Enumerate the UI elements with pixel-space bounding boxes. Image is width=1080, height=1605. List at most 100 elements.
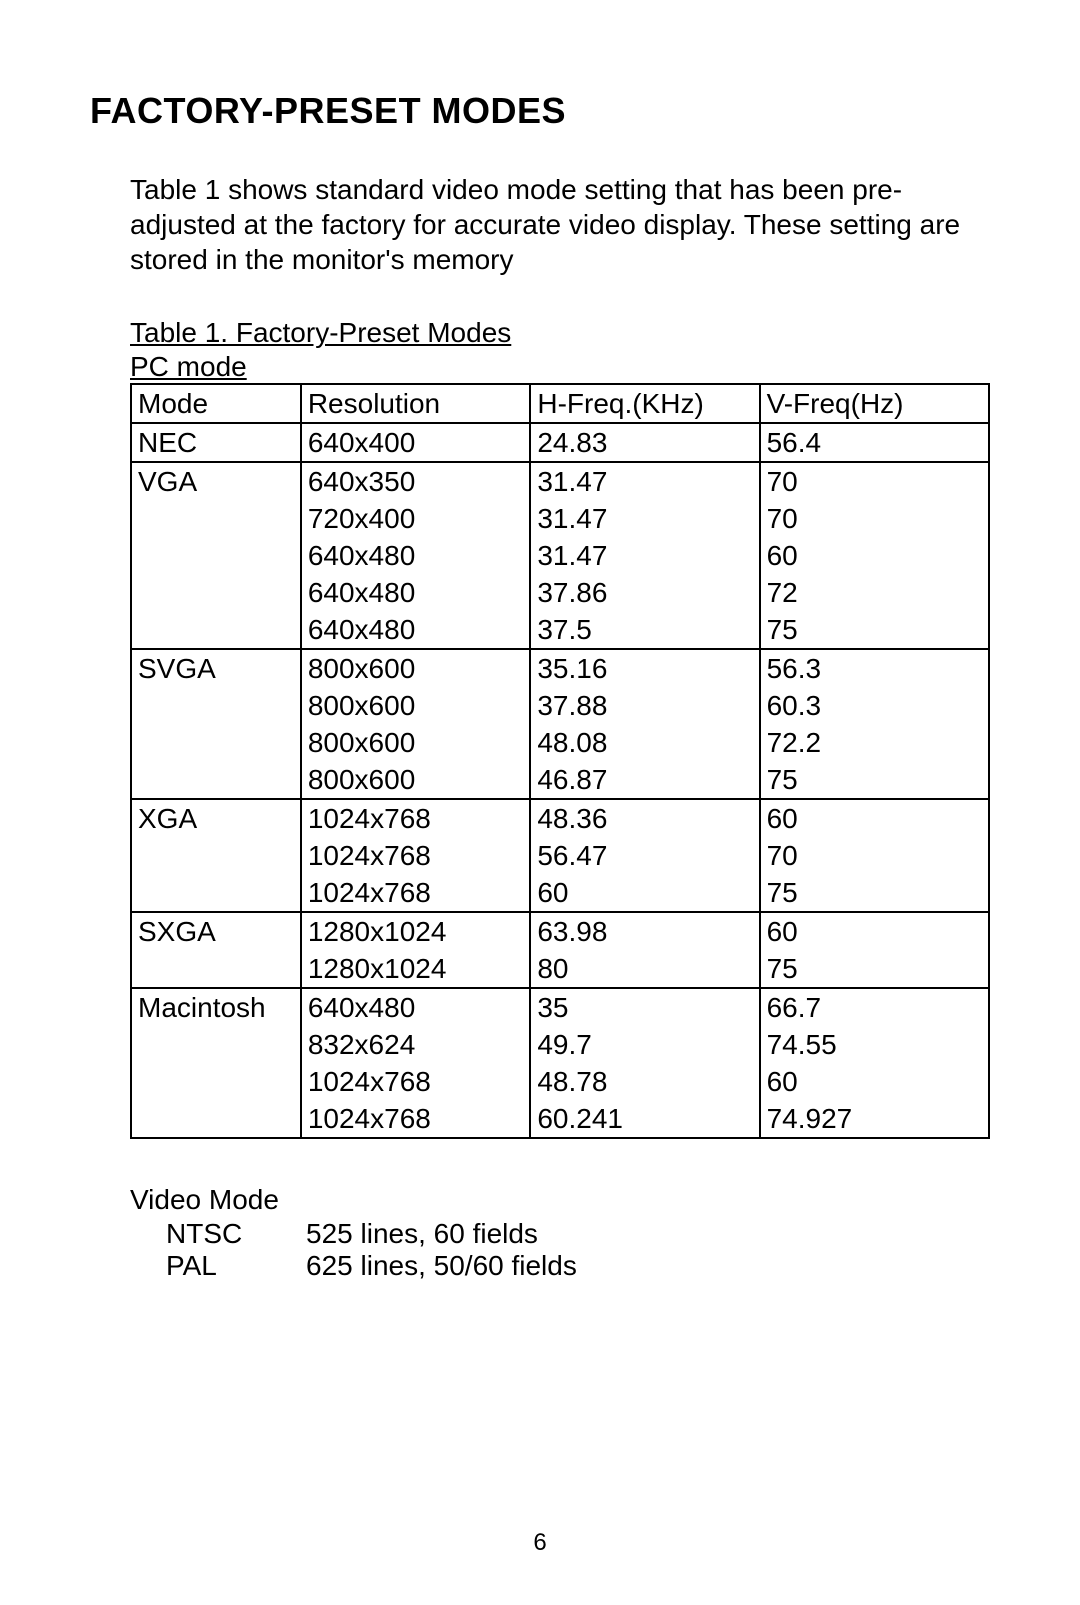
table-row: 1024x76856.4770: [131, 837, 989, 874]
cell-resolution: 1280x1024: [301, 950, 531, 988]
cell-vfreq: 56.3: [760, 649, 989, 687]
cell-mode: [131, 1100, 301, 1138]
cell-hfreq: 31.47: [530, 537, 759, 574]
col-header-vfreq: V-Freq(Hz): [760, 384, 989, 423]
cell-vfreq: 75: [760, 611, 989, 649]
cell-resolution: 640x480: [301, 574, 531, 611]
table-row: 1280x10248075: [131, 950, 989, 988]
preset-modes-table: Mode Resolution H-Freq.(KHz) V-Freq(Hz) …: [130, 383, 990, 1139]
cell-resolution: 640x350: [301, 462, 531, 500]
video-mode-label: NTSC: [130, 1218, 306, 1250]
cell-resolution: 1024x768: [301, 837, 531, 874]
video-mode-title: Video Mode: [130, 1184, 990, 1216]
cell-mode: [131, 611, 301, 649]
cell-hfreq: 24.83: [530, 423, 759, 462]
cell-vfreq: 60: [760, 799, 989, 837]
table-caption: Table 1. Factory-Preset Modes: [130, 317, 990, 349]
cell-resolution: 832x624: [301, 1026, 531, 1063]
cell-resolution: 800x600: [301, 687, 531, 724]
intro-paragraph: Table 1 shows standard video mode settin…: [130, 172, 990, 277]
cell-hfreq: 49.7: [530, 1026, 759, 1063]
cell-vfreq: 56.4: [760, 423, 989, 462]
cell-resolution: 640x480: [301, 537, 531, 574]
col-header-hfreq: H-Freq.(KHz): [530, 384, 759, 423]
cell-mode: NEC: [131, 423, 301, 462]
col-header-resolution: Resolution: [301, 384, 531, 423]
table-header-row: Mode Resolution H-Freq.(KHz) V-Freq(Hz): [131, 384, 989, 423]
col-header-mode: Mode: [131, 384, 301, 423]
video-mode-section: Video Mode NTSC525 lines, 60 fieldsPAL62…: [130, 1184, 990, 1282]
cell-mode: Macintosh: [131, 988, 301, 1026]
table-row: 832x62449.774.55: [131, 1026, 989, 1063]
cell-vfreq: 70: [760, 462, 989, 500]
cell-hfreq: 48.78: [530, 1063, 759, 1100]
cell-mode: [131, 950, 301, 988]
video-mode-row: PAL625 lines, 50/60 fields: [130, 1250, 990, 1282]
cell-mode: [131, 500, 301, 537]
video-mode-value: 625 lines, 50/60 fields: [306, 1250, 577, 1282]
cell-vfreq: 60: [760, 537, 989, 574]
cell-hfreq: 37.5: [530, 611, 759, 649]
cell-mode: XGA: [131, 799, 301, 837]
cell-hfreq: 48.36: [530, 799, 759, 837]
cell-vfreq: 60: [760, 1063, 989, 1100]
cell-vfreq: 70: [760, 500, 989, 537]
cell-mode: [131, 537, 301, 574]
cell-mode: [131, 837, 301, 874]
cell-hfreq: 37.86: [530, 574, 759, 611]
video-mode-value: 525 lines, 60 fields: [306, 1218, 538, 1250]
cell-hfreq: 48.08: [530, 724, 759, 761]
cell-resolution: 720x400: [301, 500, 531, 537]
cell-vfreq: 74.927: [760, 1100, 989, 1138]
cell-mode: [131, 1026, 301, 1063]
cell-resolution: 640x480: [301, 988, 531, 1026]
cell-vfreq: 66.7: [760, 988, 989, 1026]
pc-mode-label: PC mode: [130, 351, 990, 383]
cell-mode: SXGA: [131, 912, 301, 950]
cell-hfreq: 80: [530, 950, 759, 988]
cell-mode: [131, 1063, 301, 1100]
cell-vfreq: 70: [760, 837, 989, 874]
cell-resolution: 1024x768: [301, 1100, 531, 1138]
table-row: 720x40031.4770: [131, 500, 989, 537]
cell-resolution: 800x600: [301, 761, 531, 799]
cell-hfreq: 46.87: [530, 761, 759, 799]
page-title: FACTORY-PRESET MODES: [90, 90, 990, 132]
cell-hfreq: 63.98: [530, 912, 759, 950]
table-row: Macintosh640x4803566.7: [131, 988, 989, 1026]
cell-hfreq: 60: [530, 874, 759, 912]
table-row: SVGA800x60035.1656.3: [131, 649, 989, 687]
cell-mode: [131, 761, 301, 799]
cell-hfreq: 35.16: [530, 649, 759, 687]
cell-vfreq: 74.55: [760, 1026, 989, 1063]
cell-hfreq: 31.47: [530, 500, 759, 537]
cell-hfreq: 60.241: [530, 1100, 759, 1138]
video-mode-row: NTSC525 lines, 60 fields: [130, 1218, 990, 1250]
cell-resolution: 1024x768: [301, 1063, 531, 1100]
cell-mode: SVGA: [131, 649, 301, 687]
table-row: VGA640x35031.4770: [131, 462, 989, 500]
table-row: 1024x76848.7860: [131, 1063, 989, 1100]
cell-vfreq: 75: [760, 874, 989, 912]
cell-resolution: 800x600: [301, 724, 531, 761]
table-row: 800x60037.8860.3: [131, 687, 989, 724]
table-row: 640x48037.575: [131, 611, 989, 649]
cell-resolution: 1280x1024: [301, 912, 531, 950]
cell-mode: [131, 724, 301, 761]
cell-vfreq: 72.2: [760, 724, 989, 761]
table-row: 1024x7686075: [131, 874, 989, 912]
cell-mode: [131, 687, 301, 724]
cell-hfreq: 56.47: [530, 837, 759, 874]
cell-hfreq: 35: [530, 988, 759, 1026]
table-row: 1024x76860.24174.927: [131, 1100, 989, 1138]
cell-vfreq: 75: [760, 761, 989, 799]
table-row: 640x48031.4760: [131, 537, 989, 574]
cell-resolution: 640x480: [301, 611, 531, 649]
cell-resolution: 1024x768: [301, 799, 531, 837]
cell-vfreq: 72: [760, 574, 989, 611]
table-row: 800x60046.8775: [131, 761, 989, 799]
cell-hfreq: 37.88: [530, 687, 759, 724]
cell-resolution: 640x400: [301, 423, 531, 462]
table-row: SXGA1280x102463.9860: [131, 912, 989, 950]
page-number: 6: [0, 1529, 1080, 1557]
